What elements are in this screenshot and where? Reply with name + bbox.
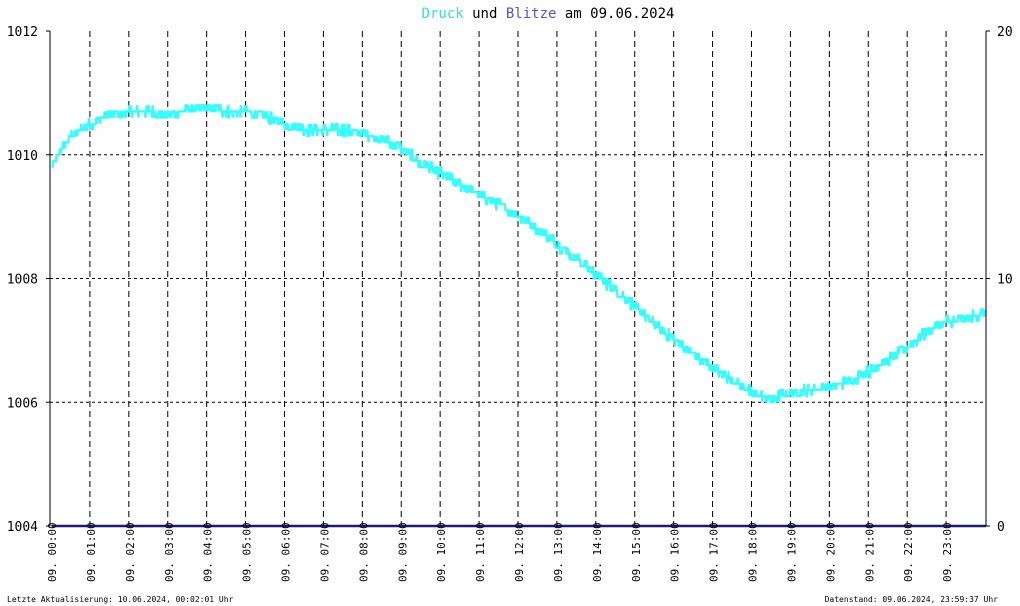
grid [50,31,986,526]
data-status-note: Datenstand: 09.06.2024, 23:59:37 Uhr [824,595,998,604]
series-layer [51,104,987,528]
y-right-tick-label: 0 [997,520,1005,535]
x-tick-label: 09. 03:00 [163,522,176,582]
x-tick-label: 09. 08:00 [357,522,370,582]
series-druck-line [51,104,987,404]
y-left-tick-label: 1010 [7,149,38,164]
title-druck: Druck [422,6,465,22]
x-tick-label: 09. 06:00 [280,522,293,582]
x-axis: 09. 00:00 09. 01:00 09. 02:00 09. 03:00 09. … [46,522,954,582]
x-tick-label: 09. 13:00 [552,522,565,582]
x-tick-label: 09. 02:00 [124,522,137,582]
x-tick-label: 09. 07:00 [318,522,331,582]
y-left-tick-label: 1008 [7,273,38,288]
x-tick-label: 09. 23:00 [941,522,954,582]
x-tick-label: 09. 22:00 [902,522,915,582]
last-update-note: Letzte Aktualisierung: 10.06.2024, 00:02… [7,595,234,604]
y-left-tick-label: 1012 [7,25,38,40]
x-tick-label: 09. 01:00 [85,522,98,582]
x-tick-label: 09. 09:00 [396,522,409,582]
x-tick-label: 09. 20:00 [824,522,837,582]
x-tick-label: 09. 05:00 [241,522,254,582]
x-tick-label: 09. 21:00 [863,522,876,582]
chart-title: Druck und Blitze am 09.06.2024 [422,6,675,22]
x-tick-label: 09. 12:00 [513,522,526,582]
y-axis-left: 1004 1006 1008 1010 1012 [7,25,50,535]
x-tick-label: 09. 15:00 [630,522,643,582]
y-left-tick-label: 1006 [7,396,38,411]
x-tick-label: 09. 10:00 [435,522,448,582]
x-tick-label: 09. 04:00 [202,522,215,582]
y-left-tick-label: 1004 [7,520,38,535]
x-tick-label: 09. 00:00 [46,522,59,582]
x-tick-label: 09. 17:00 [708,522,721,582]
x-tick-label: 09. 18:00 [747,522,760,582]
y-right-tick-label: 10 [997,273,1013,288]
title-und: und [464,6,506,22]
title-date: am 09.06.2024 [556,6,674,22]
title-blitze: Blitze [506,6,557,22]
x-tick-label: 09. 11:00 [474,522,487,582]
x-tick-label: 09. 14:00 [591,522,604,582]
y-right-tick-label: 20 [997,25,1013,40]
x-tick-label: 09. 16:00 [669,522,682,582]
x-tick-label: 09. 19:00 [785,522,798,582]
y-axis-right: 0 10 20 [986,25,1013,535]
